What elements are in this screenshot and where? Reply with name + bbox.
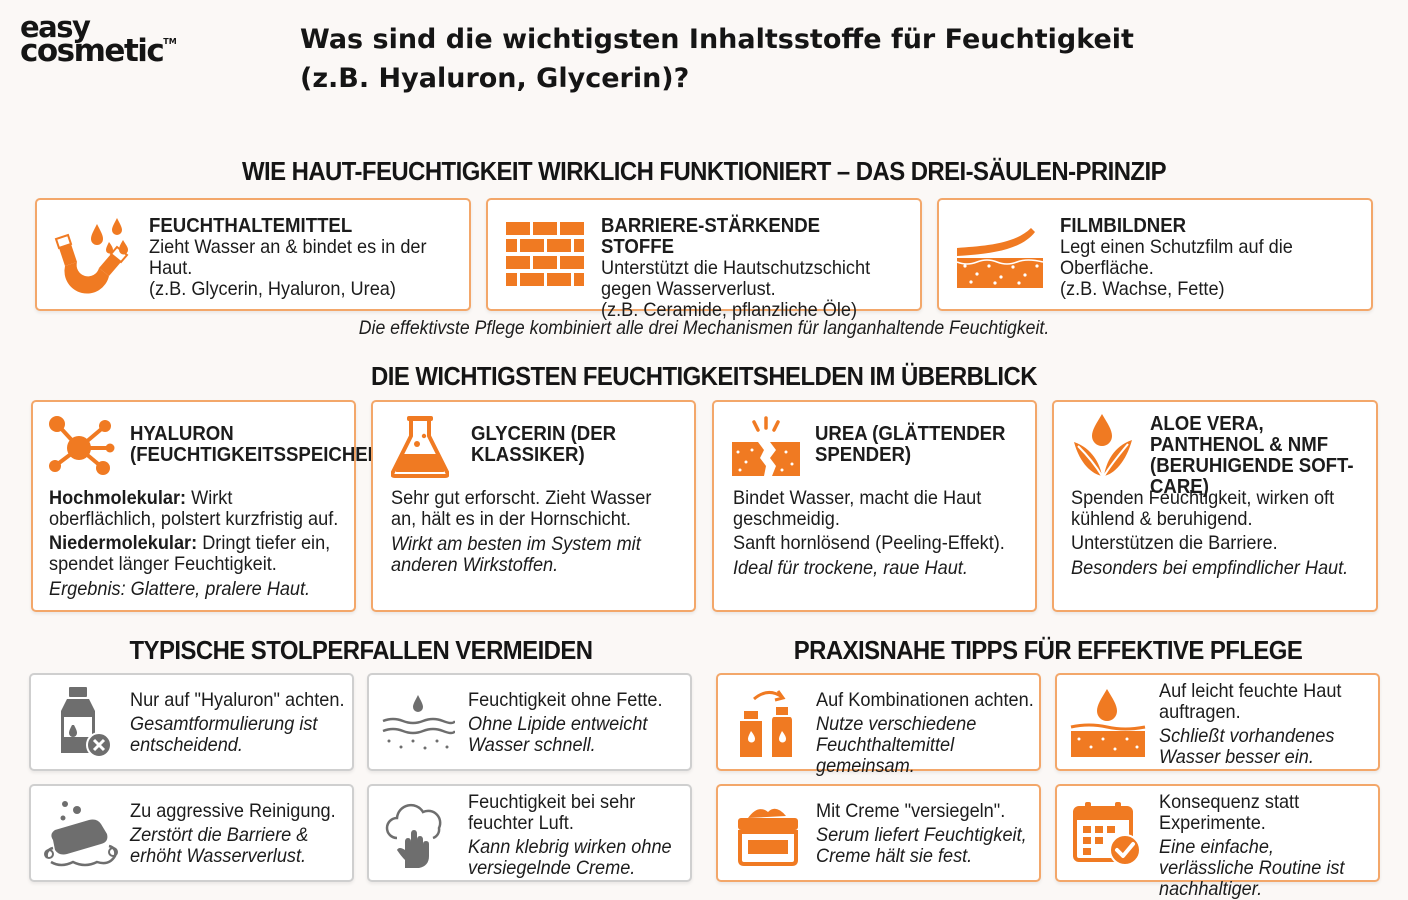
- hero-body: Sehr gut erforscht. Zieht Wasser an, häl…: [391, 488, 681, 576]
- hero-note: Wirkt am besten im System mit anderen Wi…: [391, 533, 641, 576]
- hero-card-urea: UREA (GLÄTTENDER SPENDER) Bindet Wasser,…: [712, 400, 1037, 612]
- tip-title: Konsequenz statt Experimente.: [1159, 791, 1300, 834]
- tip-explanation: Nutze verschiedene Feuchthaltemittel gem…: [816, 713, 977, 777]
- hero-line: Sehr gut erforscht. Zieht Wasser an, häl…: [391, 487, 652, 530]
- evaporating-drop-icon: [381, 693, 455, 753]
- pillar-card-humectants: FEUCHTHALTEMITTEL Zieht Wasser an & bind…: [35, 198, 471, 311]
- hero-card-hyaluron: HYALURON (FEUCHTIGKEITSSPEICHER) Hochmol…: [31, 400, 388, 612]
- logo-trademark: TM: [163, 37, 177, 47]
- pitfall-card: Nur auf "Hyaluron" achten. Gesamtformuli…: [29, 673, 354, 771]
- page-title: Was sind die wichtigsten Inhaltsstoffe f…: [300, 24, 1134, 94]
- leaf-drop-icon: [1070, 412, 1136, 480]
- tip-text: Auf leicht feuchte Haut auftragen. Schli…: [1159, 681, 1362, 768]
- hero-line: Hochmolekular: Wirkt oberflächlich, pols…: [49, 487, 339, 530]
- logo-line-1: easy: [20, 10, 91, 44]
- hero-heading: UREA (GLÄTTENDER SPENDER): [815, 423, 1006, 466]
- pillar-examples: (z.B. Wachse, Fette): [1060, 278, 1225, 300]
- tip-title: Auf Kombinationen achten.: [816, 689, 1034, 711]
- pitfall-explanation: Kann klebrig wirken ohne versiegelnde Cr…: [468, 836, 672, 879]
- section-title-three-pillars: WIE HAUT-FEUCHTIGKEIT WIRKLICH FUNKTIONI…: [241, 156, 1167, 186]
- tip-explanation: Schließt vorhandenes Wasser besser ein.: [1159, 725, 1335, 768]
- tip-text: Auf Kombinationen achten. Nutze verschie…: [816, 690, 1035, 777]
- pillar-card-film-formers: FILMBILDNER Legt einen Schutzfilm auf di…: [937, 198, 1373, 311]
- pitfall-card: Zu aggressive Reinigung. Zerstört die Ba…: [29, 784, 354, 882]
- tip-explanation: Serum liefert Feuchtigkeit, Creme hält s…: [816, 824, 1027, 867]
- pillar-examples: (z.B. Ceramide, pflanzliche Öle): [601, 299, 858, 321]
- pitfall-title: Nur auf "Hyaluron" achten.: [130, 689, 345, 711]
- pitfall-text: Zu aggressive Reinigung. Zerstört die Ba…: [130, 801, 353, 867]
- pillar-examples: (z.B. Glycerin, Hyaluron, Urea): [149, 278, 396, 300]
- tip-card: Auf leicht feuchte Haut auftragen. Schli…: [1055, 673, 1380, 771]
- section-title-moisture-heroes: DIE WICHTIGSTEN FEUCHTIGKEITSHELDEN IM Ü…: [371, 361, 1037, 391]
- hero-line: Spenden Feuchtigkeit, wirken oft kühlend…: [1071, 487, 1335, 530]
- pillar-heading: BARRIERE-STÄRKENDE STOFFE: [601, 215, 821, 258]
- tip-text: Konsequenz statt Experimente. Eine einfa…: [1159, 792, 1362, 900]
- tip-explanation: Eine einfache, verlässliche Routine ist …: [1159, 836, 1345, 900]
- hero-body: Hochmolekular: Wirkt oberflächlich, pols…: [49, 488, 339, 600]
- pitfall-explanation: Zerstört die Barriere & erhöht Wasserver…: [130, 824, 309, 867]
- tip-text: Mit Creme "versiegeln". Serum liefert Fe…: [816, 801, 1035, 867]
- pitfall-card: Feuchtigkeit bei sehr feuchter Luft. Kan…: [367, 784, 692, 882]
- brick-wall-icon: [504, 220, 586, 290]
- cloud-hand-icon: [383, 798, 445, 870]
- tip-card: Konsequenz statt Experimente. Eine einfa…: [1055, 784, 1380, 900]
- hero-body: Bindet Wasser, macht die Haut geschmeidi…: [733, 488, 1023, 579]
- pillars-footnote: Die effektivste Pflege kombiniert alle d…: [358, 318, 1050, 339]
- tip-card: Auf Kombinationen achten. Nutze verschie…: [716, 673, 1041, 777]
- cream-jar-icon: [734, 802, 802, 866]
- pitfall-explanation: Gesamtformulierung ist entscheidend.: [130, 713, 318, 756]
- molecule-icon: [47, 414, 115, 480]
- bottles-combine-icon: [734, 685, 800, 761]
- bottle-x-icon: [55, 685, 113, 759]
- pitfall-title: Feuchtigkeit bei sehr feuchter Luft.: [468, 791, 636, 834]
- pillar-heading: FILMBILDNER: [1060, 215, 1187, 237]
- hero-line: Niedermolekular: Dringt tiefer ein, spen…: [49, 532, 331, 575]
- pillar-card-barrier: BARRIERE-STÄRKENDE STOFFE Unterstützt di…: [486, 198, 922, 321]
- pitfall-explanation: Ohne Lipide entweicht Wasser schnell.: [468, 713, 648, 756]
- skin-film-icon: [955, 222, 1045, 290]
- magnet-drops-icon: [51, 214, 133, 298]
- pitfall-title: Feuchtigkeit ohne Fette.: [468, 689, 663, 711]
- pillar-text: FILMBILDNER Legt einen Schutzfilm auf di…: [1060, 216, 1330, 300]
- calendar-check-icon: [1071, 800, 1143, 868]
- hero-heading: GLYCERIN (DER KLASSIKER): [471, 423, 617, 466]
- cracked-skin-icon: [730, 416, 802, 478]
- pillar-text: FEUCHTHALTEMITTEL Zieht Wasser an & bind…: [149, 216, 428, 300]
- hero-result: Ergebnis: Glattere, pralere Haut.: [49, 578, 311, 600]
- hero-note: Ideal für trockene, raue Haut.: [733, 557, 968, 579]
- tip-card: Mit Creme "versiegeln". Serum liefert Fe…: [716, 784, 1041, 882]
- flask-icon: [391, 414, 449, 478]
- hero-card-aloe-panthenol-nmf: ALOE VERA, PANTHENOL & NMF (BERUHIGENDE …: [1052, 400, 1378, 612]
- section-title-practical-tips: PRAXISNAHE TIPPS FÜR EFFEKTIVE PFLEGE: [793, 635, 1303, 665]
- pitfall-title: Zu aggressive Reinigung.: [130, 800, 336, 822]
- pitfall-text: Feuchtigkeit bei sehr feuchter Luft. Kan…: [468, 792, 691, 879]
- brand-logo: easy cosmeticTM: [20, 10, 190, 70]
- pillar-description: Legt einen Schutzfilm auf die Oberfläche…: [1060, 236, 1293, 279]
- pitfall-text: Feuchtigkeit ohne Fette. Ohne Lipide ent…: [468, 690, 691, 756]
- logo-line-2: cosmeticTM: [20, 33, 177, 70]
- soap-icon: [43, 798, 119, 870]
- tip-title: Auf leicht feuchte Haut auftragen.: [1159, 680, 1342, 723]
- pitfall-card: Feuchtigkeit ohne Fette. Ohne Lipide ent…: [367, 673, 692, 771]
- hero-note: Besonders bei empfindlicher Haut.: [1071, 557, 1349, 579]
- tip-title: Mit Creme "versiegeln".: [816, 800, 1006, 822]
- hero-card-glycerin: GLYCERIN (DER KLASSIKER) Sehr gut erfors…: [371, 400, 696, 612]
- pitfall-text: Nur auf "Hyaluron" achten. Gesamtformuli…: [130, 690, 353, 756]
- pillar-heading: FEUCHTHALTEMITTEL: [149, 215, 353, 237]
- hero-line: Unterstützen die Barriere.: [1071, 532, 1278, 554]
- section-title-pitfalls: TYPISCHE STOLPERFALLEN VERMEIDEN: [129, 635, 593, 665]
- hero-body: Spenden Feuchtigkeit, wirken oft kühlend…: [1071, 488, 1361, 579]
- hero-heading: HYALURON (FEUCHTIGKEITSSPEICHER): [130, 423, 388, 466]
- pillar-description: Unterstützt die Hautschutzschicht gegen …: [601, 257, 871, 300]
- pillar-description: Zieht Wasser an & bindet es in der Haut.: [149, 236, 427, 279]
- hero-line: Bindet Wasser, macht die Haut geschmeidi…: [733, 487, 982, 530]
- hero-heading: ALOE VERA, PANTHENOL & NMF (BERUHIGENDE …: [1150, 413, 1354, 498]
- hero-line: Sanft hornlösend (Peeling-Effekt).: [733, 532, 1005, 554]
- drop-skin-icon: [1069, 687, 1147, 759]
- pillar-text: BARRIERE-STÄRKENDE STOFFE Unterstützt di…: [601, 216, 880, 321]
